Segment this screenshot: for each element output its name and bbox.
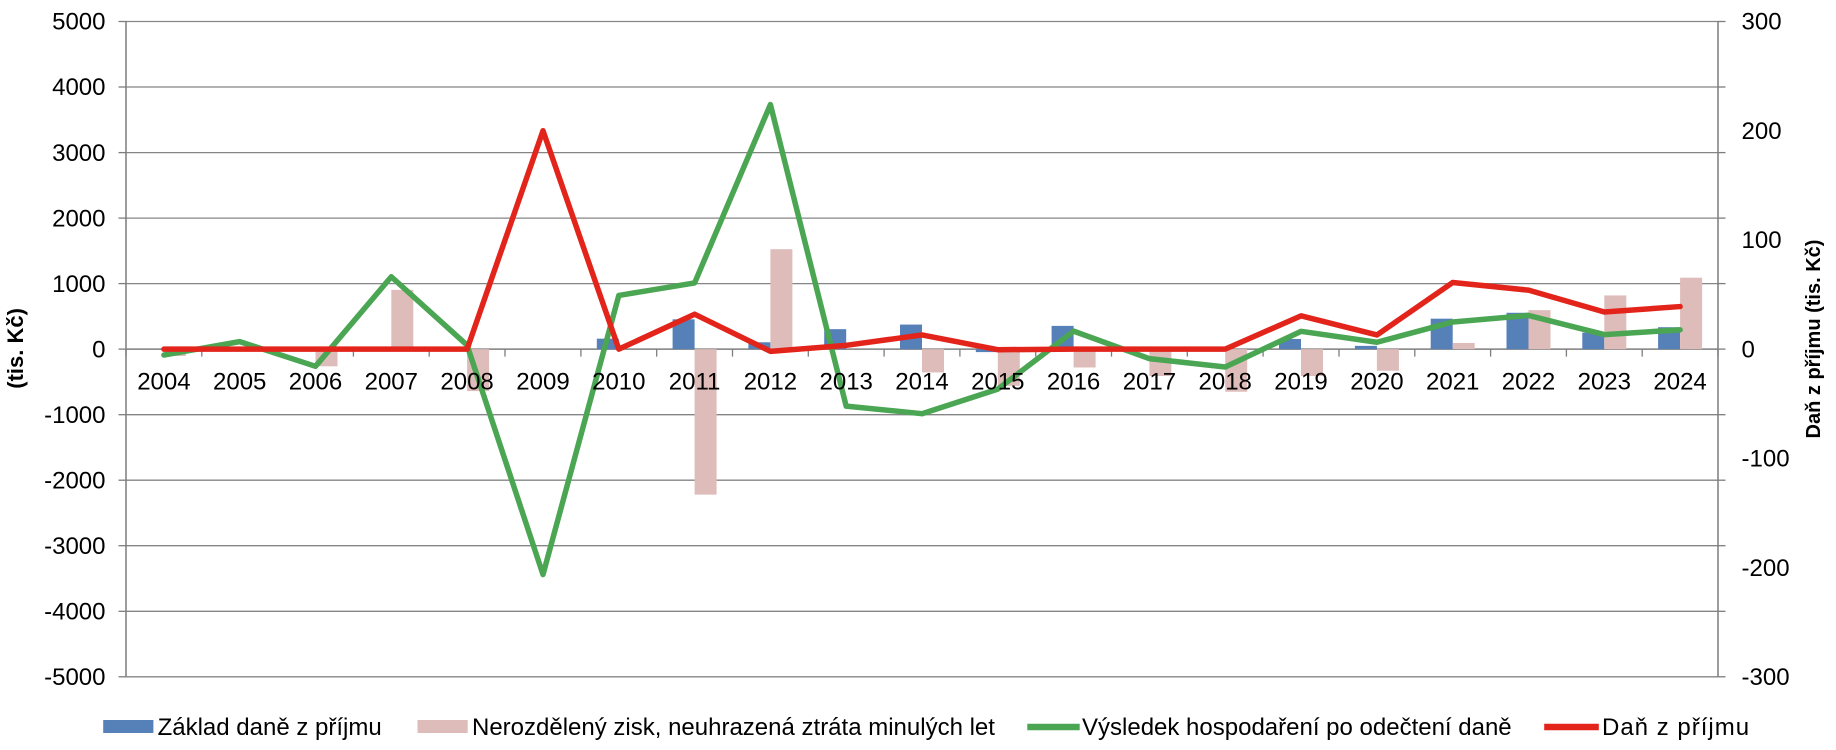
svg-text:Nerozdělený zisk, neuhrazená z: Nerozdělený zisk, neuhrazená ztráta minu… xyxy=(472,714,995,741)
svg-text:2000: 2000 xyxy=(52,205,105,232)
svg-text:100: 100 xyxy=(1742,227,1782,254)
svg-text:-300: -300 xyxy=(1742,664,1790,691)
svg-text:-5000: -5000 xyxy=(44,664,105,691)
svg-text:2014: 2014 xyxy=(895,369,948,396)
svg-text:2005: 2005 xyxy=(213,369,266,396)
svg-text:2006: 2006 xyxy=(289,369,342,396)
svg-text:3000: 3000 xyxy=(52,140,105,167)
svg-text:2020: 2020 xyxy=(1350,369,1403,396)
svg-text:-1000: -1000 xyxy=(44,402,105,429)
svg-text:-200: -200 xyxy=(1742,555,1790,582)
svg-text:2024: 2024 xyxy=(1653,369,1706,396)
svg-text:2010: 2010 xyxy=(592,369,645,396)
svg-text:2011: 2011 xyxy=(669,369,721,396)
svg-text:Výsledek hospodaření po odečte: Výsledek hospodaření po odečtení daně xyxy=(1082,714,1512,741)
svg-text:0: 0 xyxy=(92,336,105,363)
svg-text:-3000: -3000 xyxy=(44,533,105,560)
svg-text:2015: 2015 xyxy=(971,369,1024,396)
svg-text:2007: 2007 xyxy=(365,369,418,396)
svg-text:-4000: -4000 xyxy=(44,599,105,626)
svg-text:-100: -100 xyxy=(1742,446,1790,473)
svg-text:200: 200 xyxy=(1742,118,1782,145)
svg-text:Základ daně z příjmu: Základ daně z příjmu xyxy=(158,714,382,741)
svg-text:2019: 2019 xyxy=(1274,369,1327,396)
svg-text:5000: 5000 xyxy=(52,9,105,36)
svg-text:0: 0 xyxy=(1742,336,1755,363)
svg-text:2012: 2012 xyxy=(744,369,797,396)
svg-text:(tis. Kč): (tis. Kč) xyxy=(3,308,28,389)
svg-text:2018: 2018 xyxy=(1199,369,1252,396)
svg-text:2009: 2009 xyxy=(516,369,569,396)
svg-text:300: 300 xyxy=(1742,9,1782,36)
svg-text:Daň z příjmu (tis. Kč): Daň z příjmu (tis. Kč) xyxy=(1803,240,1825,439)
svg-text:2008: 2008 xyxy=(440,369,493,396)
svg-text:4000: 4000 xyxy=(52,74,105,101)
svg-text:2016: 2016 xyxy=(1047,369,1100,396)
svg-text:2017: 2017 xyxy=(1123,369,1176,396)
svg-text:1000: 1000 xyxy=(52,271,105,298)
svg-text:2021: 2021 xyxy=(1426,369,1479,396)
svg-text:2004: 2004 xyxy=(137,369,190,396)
svg-text:2023: 2023 xyxy=(1578,369,1631,396)
svg-text:2013: 2013 xyxy=(820,369,873,396)
svg-text:-2000: -2000 xyxy=(44,467,105,494)
svg-text:2022: 2022 xyxy=(1502,369,1555,396)
svg-text:Daň z příjmu: Daň z příjmu xyxy=(1602,714,1750,741)
